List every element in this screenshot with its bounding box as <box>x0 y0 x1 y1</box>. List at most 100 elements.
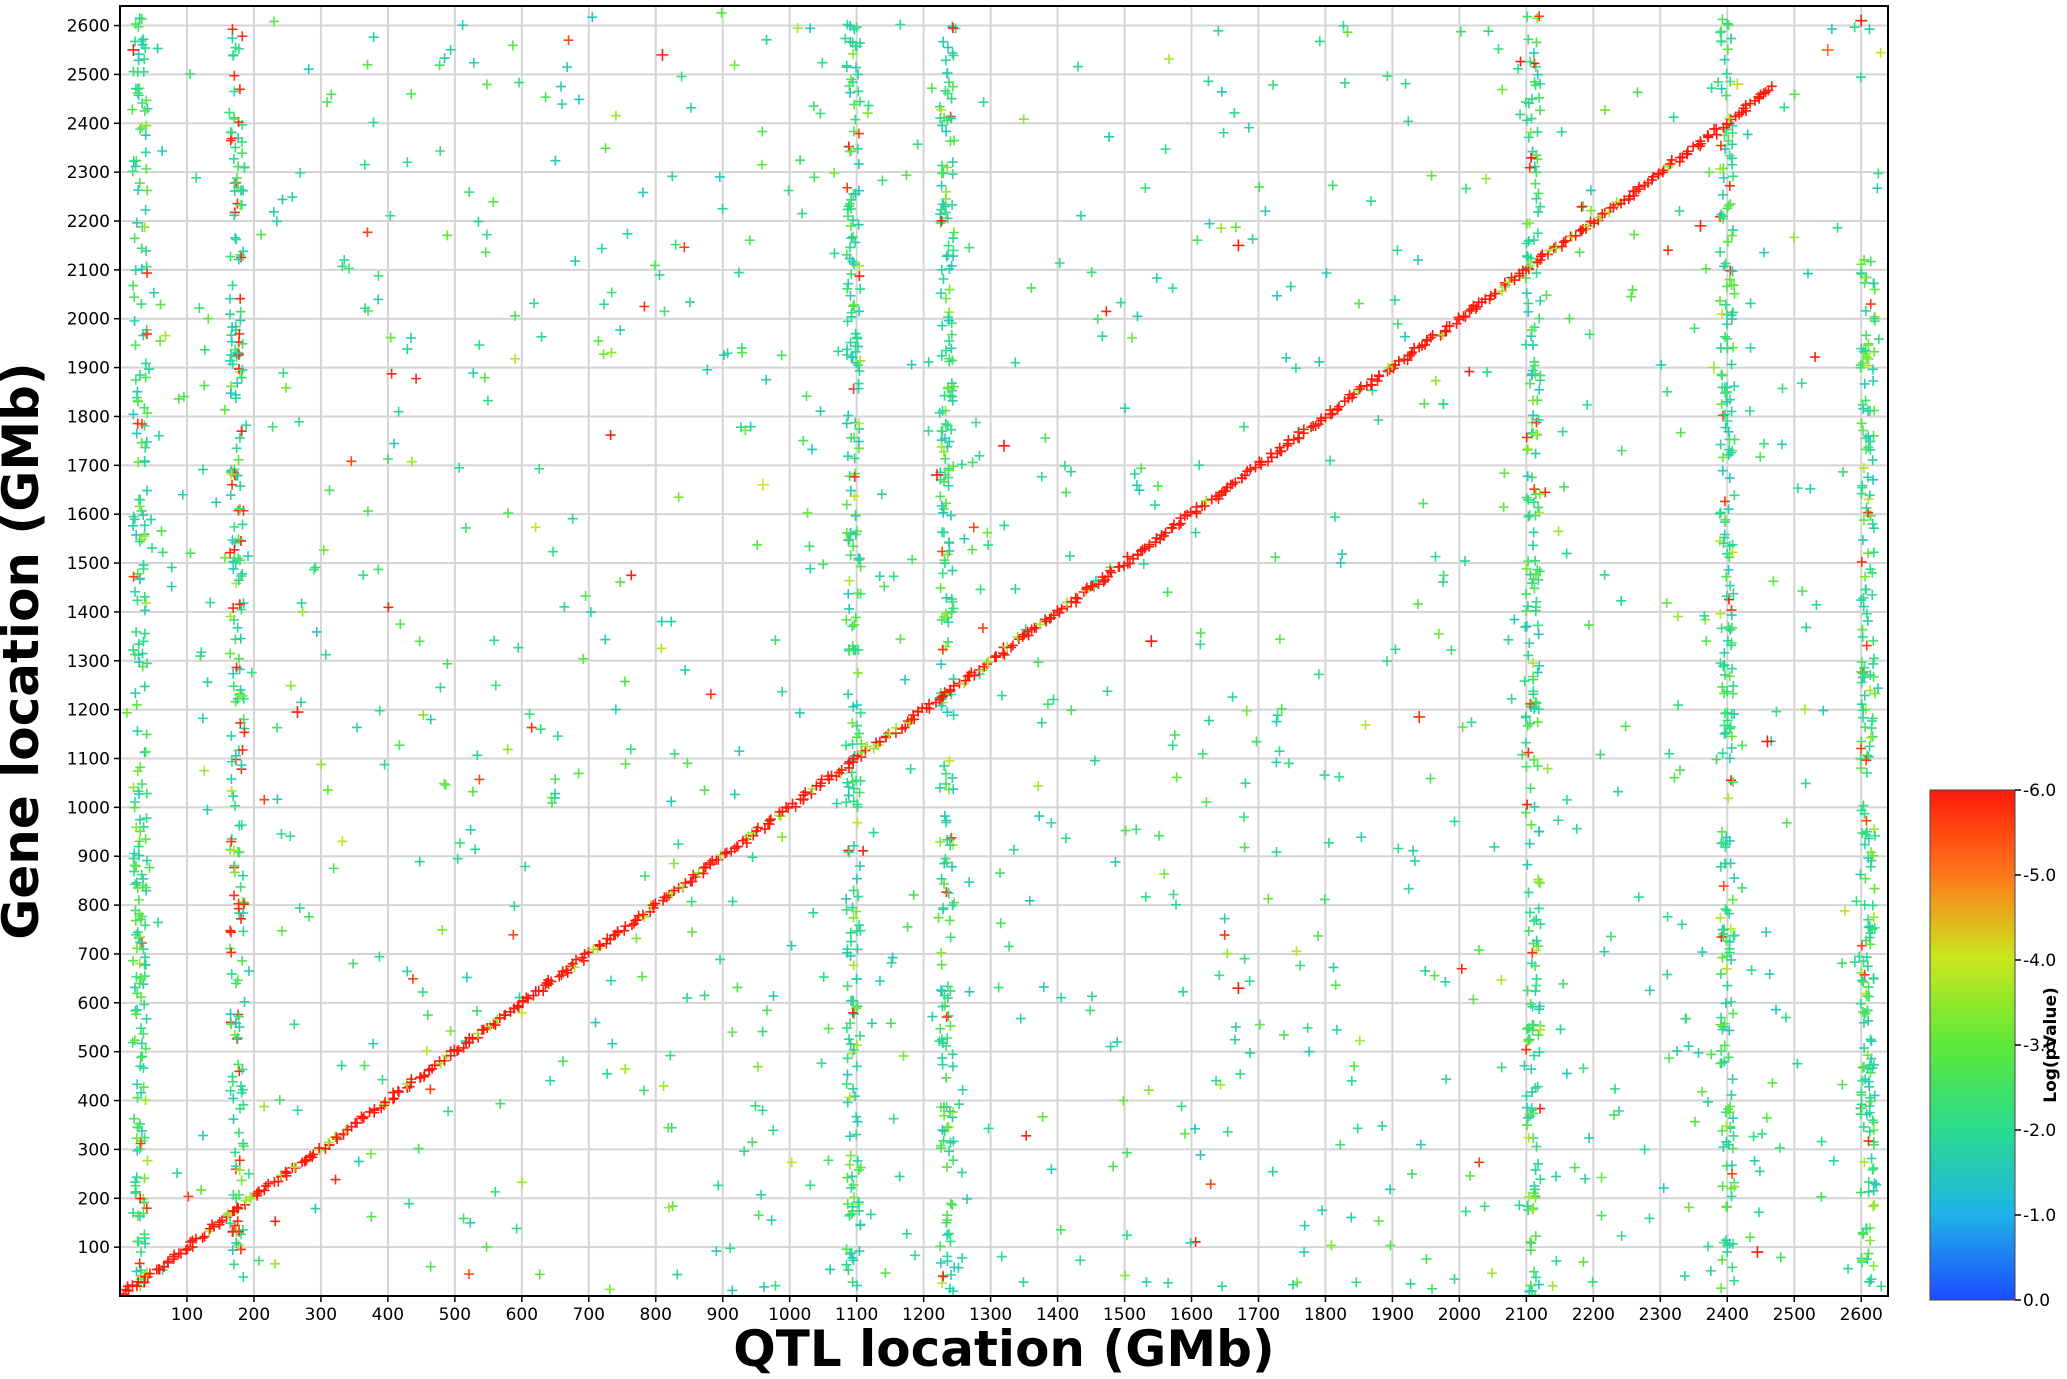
data-point <box>1171 772 1182 783</box>
data-point <box>1723 20 1734 31</box>
data-point <box>131 1281 142 1292</box>
data-point <box>470 844 481 855</box>
data-point <box>393 406 404 417</box>
data-point <box>1530 697 1541 708</box>
data-point <box>1868 635 1879 646</box>
data-point <box>757 1026 768 1037</box>
data-point <box>556 81 567 92</box>
data-point <box>1862 1050 1873 1061</box>
data-point <box>792 23 803 34</box>
data-point <box>945 1236 956 1247</box>
data-point <box>1497 84 1508 95</box>
data-point <box>1857 631 1868 642</box>
data-point <box>234 820 245 831</box>
data-point <box>226 1019 237 1030</box>
data-point <box>490 1020 501 1031</box>
data-point <box>1556 126 1567 137</box>
data-point <box>1115 297 1126 308</box>
data-point <box>1856 940 1867 951</box>
data-point <box>1201 495 1212 506</box>
data-point <box>1471 301 1482 312</box>
data-point <box>1867 900 1878 911</box>
data-point <box>237 568 248 579</box>
data-point <box>1503 634 1514 645</box>
data-point <box>142 185 153 196</box>
data-point <box>513 1002 524 1013</box>
data-point <box>1075 1255 1086 1266</box>
data-point <box>1136 463 1147 474</box>
data-point <box>141 1013 152 1024</box>
data-point <box>322 785 333 796</box>
data-point <box>1865 256 1876 267</box>
data-point <box>940 201 951 212</box>
data-point <box>1867 455 1878 466</box>
data-point <box>685 297 696 308</box>
data-point <box>1525 998 1536 1009</box>
data-point <box>1525 260 1536 271</box>
data-point <box>756 478 769 491</box>
data-point <box>228 1093 239 1104</box>
data-point <box>849 471 860 482</box>
data-point <box>173 1248 184 1259</box>
data-point <box>1523 98 1534 109</box>
data-point <box>1792 483 1803 494</box>
data-point <box>357 1113 368 1124</box>
data-point <box>183 1191 194 1202</box>
data-point <box>1524 638 1535 649</box>
data-point <box>845 198 856 209</box>
data-point <box>1460 556 1470 567</box>
data-point <box>191 172 202 183</box>
data-point <box>1726 314 1737 325</box>
data-point <box>1204 715 1215 726</box>
data-point <box>1457 722 1468 733</box>
data-point <box>1801 622 1812 633</box>
y-tick-label: 2200 <box>67 212 110 232</box>
data-point <box>259 1101 270 1112</box>
data-point <box>1717 465 1728 476</box>
data-point <box>442 658 453 669</box>
data-point <box>996 690 1007 701</box>
data-point <box>900 674 911 685</box>
data-point <box>434 60 445 71</box>
data-point <box>849 1091 860 1102</box>
data-point <box>132 766 143 777</box>
data-point <box>1250 462 1261 473</box>
data-point <box>234 1165 245 1176</box>
data-point <box>937 120 948 131</box>
data-point <box>1134 485 1145 496</box>
data-point <box>205 597 216 608</box>
data-point <box>1724 1025 1735 1036</box>
data-point <box>132 927 143 938</box>
data-point <box>134 850 145 861</box>
data-point <box>1533 629 1544 640</box>
data-point <box>1821 43 1834 56</box>
data-point <box>133 49 144 60</box>
data-point <box>127 43 140 56</box>
data-point <box>620 759 631 770</box>
data-point <box>225 490 236 501</box>
data-point <box>1413 710 1426 723</box>
data-point <box>1528 689 1539 700</box>
data-point <box>139 681 150 692</box>
data-point <box>1633 892 1644 903</box>
y-tick-label: 2100 <box>67 261 110 281</box>
data-point <box>139 402 150 413</box>
data-point <box>948 245 959 256</box>
data-point <box>853 418 864 429</box>
data-point <box>353 1156 364 1167</box>
data-point <box>1868 375 1879 386</box>
data-point <box>458 1213 469 1224</box>
data-point <box>1276 703 1287 714</box>
data-point <box>1034 811 1045 822</box>
data-point <box>1715 140 1726 151</box>
data-point <box>1716 308 1727 319</box>
y-tick-label: 1100 <box>67 750 110 770</box>
data-point <box>1190 1236 1201 1247</box>
data-point <box>139 105 150 116</box>
data-point <box>508 929 519 940</box>
data-point <box>946 113 957 124</box>
data-point <box>129 1035 140 1046</box>
data-point <box>490 680 501 691</box>
data-point <box>954 1099 965 1110</box>
data-point <box>490 1186 501 1197</box>
